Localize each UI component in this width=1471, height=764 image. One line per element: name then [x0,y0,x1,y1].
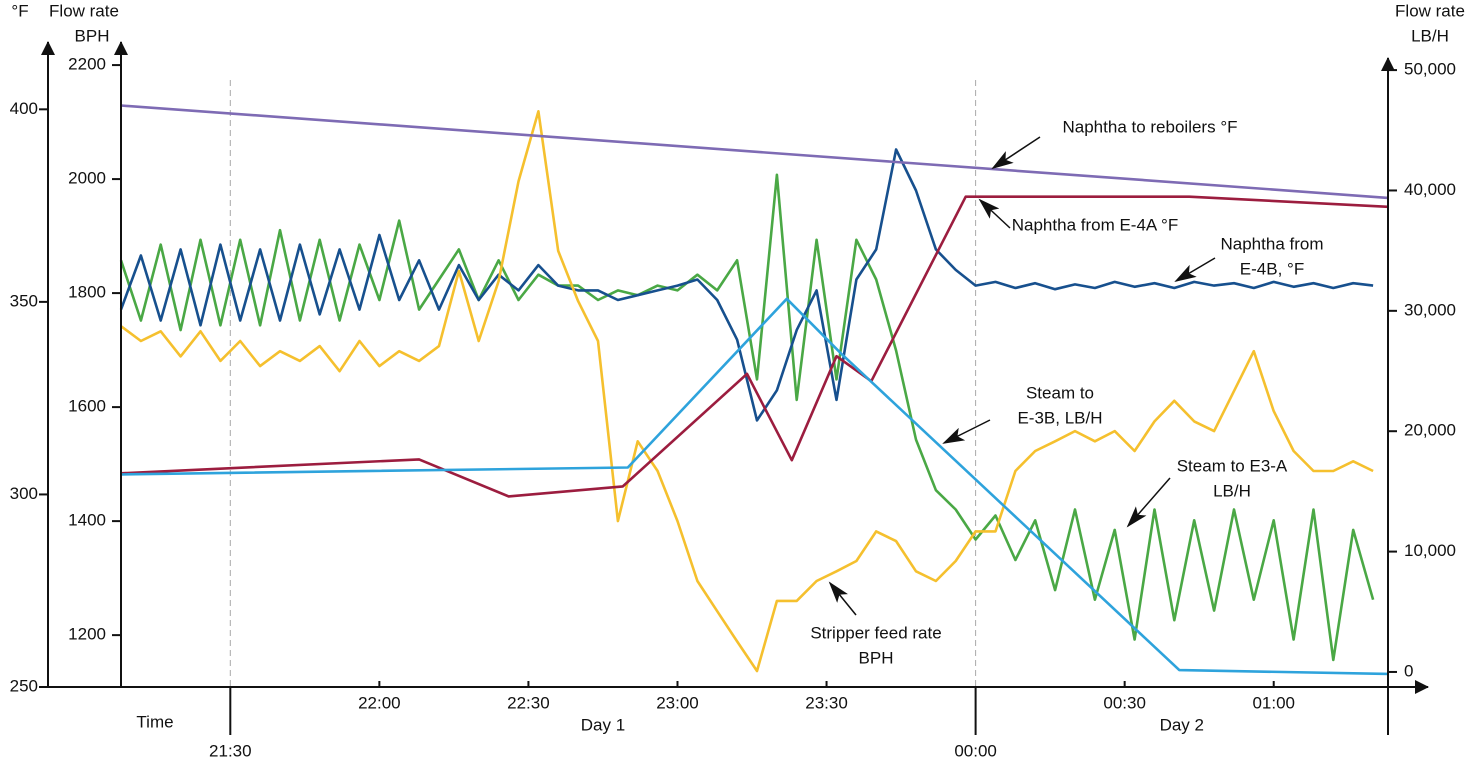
annotation: Steam to [1026,383,1094,402]
series-line [120,195,1389,498]
y-tick-label: 0 [1404,661,1413,680]
y-tick-label: 300 [10,484,38,503]
day-label: Day 2 [1160,715,1204,734]
series-line [119,173,1375,662]
y-tick-label: 40,000 [1404,180,1456,199]
day-label: Day 1 [581,715,625,734]
annotation: Steam to E3-A [1177,456,1288,475]
annotation: LB/H [1213,481,1251,500]
annotation-arrows [828,136,1216,616]
arrow [1126,477,1171,528]
arrow [991,136,1041,170]
x-tick-label: 01:00 [1252,693,1295,712]
annotation: E-4B, °F [1240,259,1304,278]
x-tick-label: 00:30 [1103,693,1146,712]
x-tick-label: 23:30 [805,693,848,712]
arrow [1174,257,1216,283]
x-major-tick-label: 21:30 [209,741,252,760]
arrow [828,581,857,616]
y-tick-label: 30,000 [1404,300,1456,319]
x-tick-label: 22:00 [358,693,401,712]
annotation: BPH [859,648,894,667]
annotation: E-3B, LB/H [1017,408,1102,427]
y-tick-label: 10,000 [1404,541,1456,560]
series-line [119,148,1374,422]
y3-axis-title: Flow rate [49,1,119,20]
arrow [978,198,1011,229]
y-tick-label: 350 [10,291,38,310]
x-tick-label: 23:00 [656,693,699,712]
y2-axis-title: LB/H [1411,26,1449,45]
annotation: Naphtha to reboilers °F [1063,117,1238,136]
series-line [120,104,1389,200]
y-tick-label: 2000 [68,169,106,188]
y-tick-label: 2200 [68,55,106,74]
y-tick-label: 1800 [68,283,106,302]
x-tick-label: 22:30 [507,693,550,712]
y-tick-label: 250 [10,676,38,695]
annotation: Naphtha from [1221,234,1324,253]
arrow [942,419,991,444]
y2-axis-title: Flow rate [1395,1,1465,20]
y-tick-label: 20,000 [1404,421,1456,440]
series-line [120,297,1389,676]
y-tick-label: 400 [10,99,38,118]
plot-area [119,80,1389,687]
y3-axis-title: BPH [75,26,110,45]
annotation: Stripper feed rate [810,623,941,642]
x-major-tick-label: 00:00 [954,741,997,760]
y-tick-label: 50,000 [1404,60,1456,79]
annotation: Naphtha from E-4A °F [1012,215,1178,234]
y-tick-label: 1600 [68,397,106,416]
y-tick-label: 1400 [68,511,106,530]
series-line [120,110,1374,673]
y-axis-title: °F [11,1,28,20]
x-axis-title: Time [136,712,173,731]
y-tick-label: 1200 [68,625,106,644]
